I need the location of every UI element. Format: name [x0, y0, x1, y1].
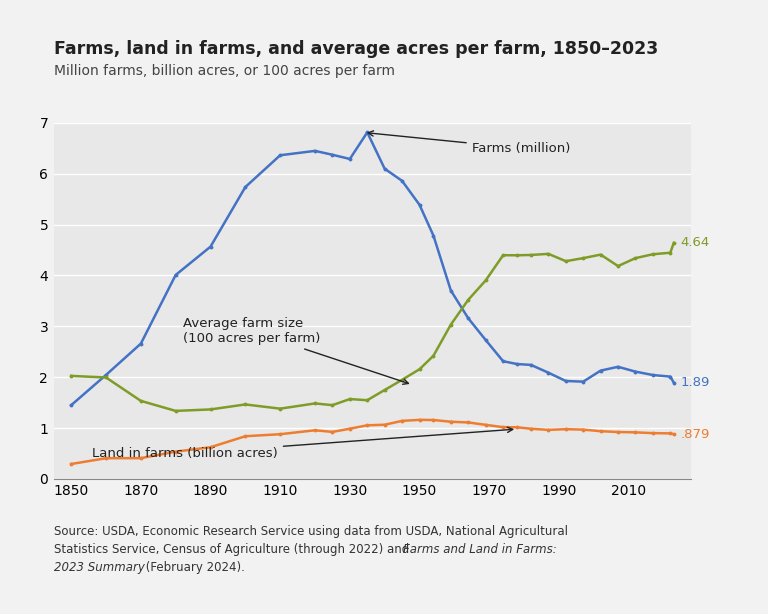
Text: 2023 Summary: 2023 Summary [54, 561, 144, 573]
Text: Million farms, billion acres, or 100 acres per farm: Million farms, billion acres, or 100 acr… [54, 64, 395, 79]
Text: Source: USDA, Economic Research Service using data from USDA, National Agricultu: Source: USDA, Economic Research Service … [54, 525, 568, 538]
Text: Farms and Land in Farms:: Farms and Land in Farms: [403, 543, 557, 556]
Text: 4.64: 4.64 [680, 236, 710, 249]
Text: Farms (million): Farms (million) [368, 131, 570, 155]
Text: Statistics Service, Census of Agriculture (through 2022) and: Statistics Service, Census of Agricultur… [54, 543, 412, 556]
Text: Average farm size
(100 acres per farm): Average farm size (100 acres per farm) [183, 317, 409, 384]
Text: Farms, land in farms, and average acres per farm, 1850–2023: Farms, land in farms, and average acres … [54, 40, 658, 58]
Text: (February 2024).: (February 2024). [142, 561, 245, 573]
Text: Land in farms (billion acres): Land in farms (billion acres) [92, 427, 513, 460]
Text: 1.89: 1.89 [680, 376, 710, 389]
Text: .879: .879 [680, 428, 710, 441]
